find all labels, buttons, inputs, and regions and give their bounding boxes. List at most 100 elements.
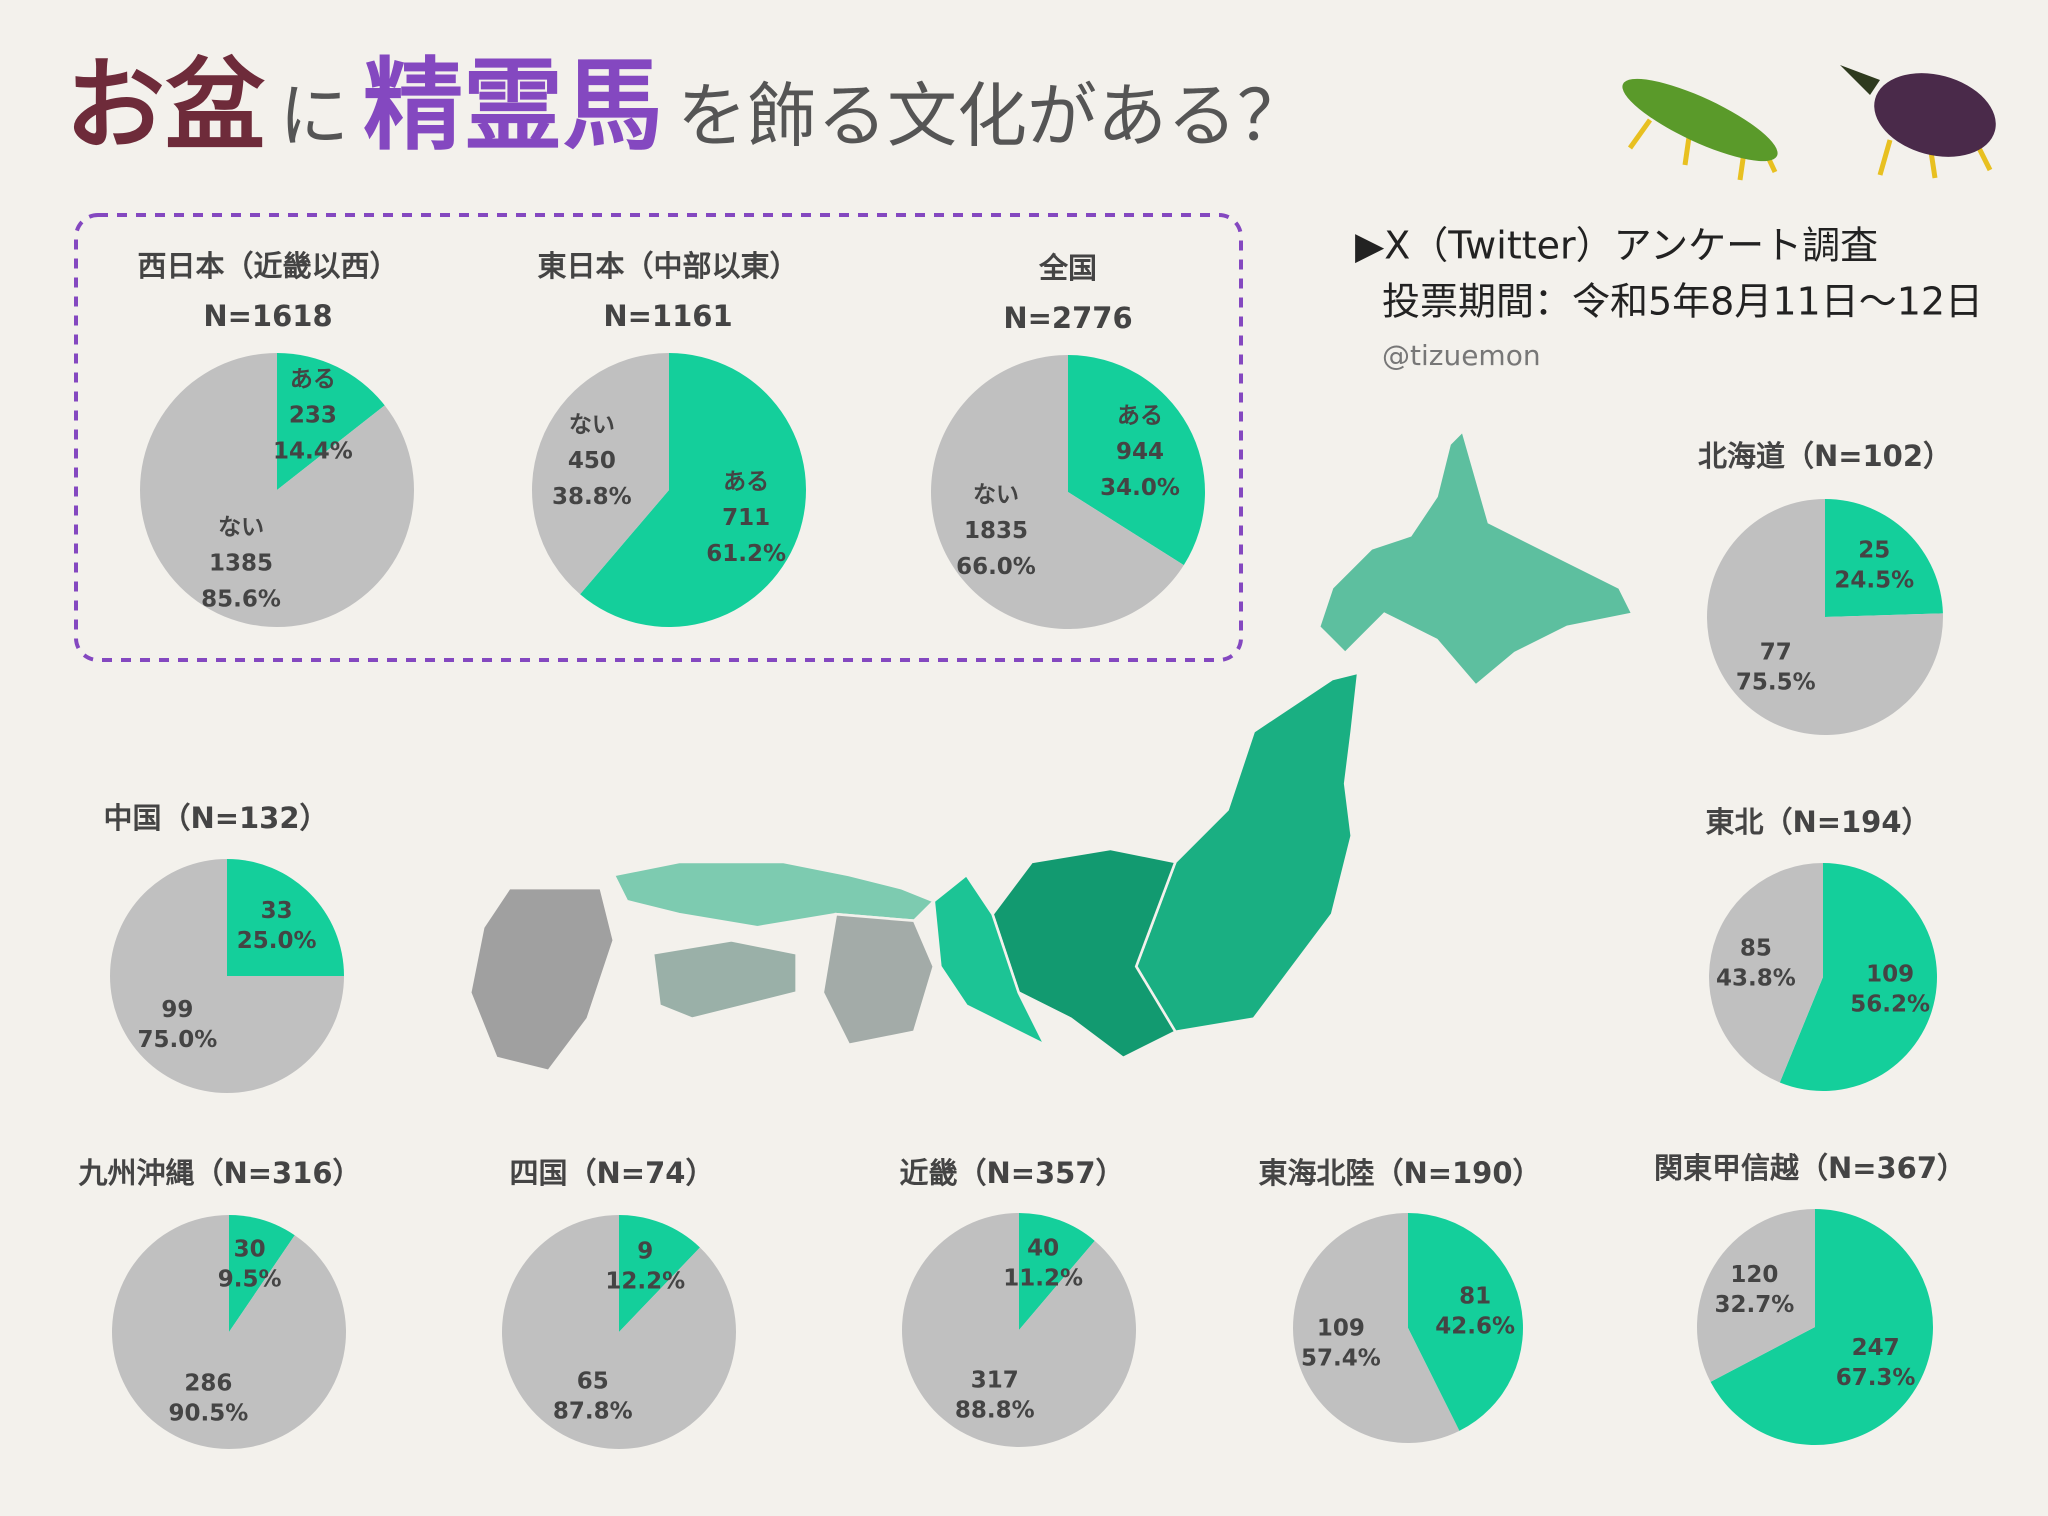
category-label: ある: [1117, 403, 1163, 429]
value-label: 99: [161, 997, 193, 1023]
value-label: 77: [1760, 639, 1792, 665]
pie-slice: [1292, 1213, 1460, 1443]
credit: @tizuemon: [1382, 339, 1541, 372]
pie-slice: [1697, 1209, 1815, 1382]
pie-title: 東日本（中部以東）: [537, 249, 798, 283]
value-label: 1835: [964, 518, 1028, 544]
eggplant-icon: [1840, 65, 1996, 179]
pie-slice: [931, 355, 1184, 629]
pie-slice: [229, 1215, 295, 1332]
percent-label: 42.6%: [1435, 1314, 1515, 1340]
cucumber-icon: [1622, 78, 1778, 181]
pie-slice: [1709, 863, 1823, 1083]
pie-title: 東北（N=194）: [1705, 805, 1930, 839]
value-label: 317: [971, 1367, 1019, 1393]
value-label: 25: [1858, 538, 1890, 564]
percent-label: 12.2%: [605, 1268, 685, 1294]
pie-slice: [531, 353, 669, 595]
percent-label: 11.2%: [1003, 1266, 1083, 1292]
value-label: 9: [637, 1238, 653, 1264]
value-label: 286: [184, 1371, 232, 1397]
pie-slice: [1779, 863, 1937, 1092]
pie-subtitle: N=1161: [603, 299, 732, 333]
value-label: 109: [1317, 1315, 1365, 1341]
value-label: 85: [1740, 935, 1772, 961]
value-label: 944: [1116, 439, 1164, 465]
percent-label: 38.8%: [552, 484, 632, 510]
category-label: ない: [973, 482, 1019, 508]
pie-title: 東海北陸（N=190）: [1258, 1156, 1541, 1190]
map-kinki-west: [821, 912, 936, 1047]
value-label: 450: [568, 448, 616, 474]
value-label: 711: [722, 505, 770, 531]
pie-title: 関東甲信越（N=367）: [1654, 1151, 1966, 1185]
pie-slice: [139, 352, 414, 627]
percent-label: 75.5%: [1736, 669, 1816, 695]
pie-slice: [1019, 1213, 1095, 1330]
title: お盆に精霊馬 を飾る文化がある？: [65, 47, 1307, 164]
percent-label: 14.4%: [273, 439, 353, 465]
value-label: 120: [1730, 1262, 1778, 1288]
pie-slice: [619, 1215, 700, 1332]
map-tohoku-kanto: [1134, 670, 1360, 1034]
pie-subtitle: N=1618: [203, 299, 332, 333]
percent-label: 88.8%: [955, 1397, 1035, 1423]
value-label: 1385: [209, 550, 273, 576]
map-hokkaido: [1317, 428, 1635, 688]
pie-slice: [502, 1215, 737, 1450]
percent-label: 24.5%: [1834, 568, 1914, 594]
percent-label: 85.6%: [201, 586, 281, 612]
percent-label: 56.2%: [1850, 992, 1930, 1018]
percent-label: 66.0%: [956, 554, 1036, 580]
pie-title: 西日本（近畿以西）: [137, 249, 398, 283]
percent-label: 75.0%: [137, 1027, 217, 1053]
value-label: 65: [577, 1369, 609, 1395]
value-label: 233: [289, 403, 337, 429]
title-part: に: [279, 75, 349, 157]
pie-slice: [1408, 1213, 1523, 1431]
period: 投票期間：令和5年8月11日～12日: [1382, 280, 1983, 324]
percent-label: 87.8%: [553, 1399, 633, 1425]
pie-title: 九州沖縄（N=316）: [78, 1156, 361, 1190]
map-kinki-east: [932, 873, 1048, 1048]
title-part: 精霊馬: [363, 47, 663, 164]
pie-slice: [1710, 1209, 1933, 1445]
pie-slice: [902, 1213, 1136, 1447]
pie-title: 近畿（N=357）: [899, 1156, 1124, 1190]
category-label: ある: [290, 367, 336, 393]
category-label: ある: [723, 469, 769, 495]
map-chubu: [991, 847, 1178, 1060]
pie-title: 北海道（N=102）: [1698, 439, 1952, 473]
japan-map: [468, 428, 1635, 1073]
percent-label: 9.5%: [218, 1266, 282, 1292]
pie-slice: [1707, 499, 1944, 735]
map-shikoku: [651, 938, 798, 1021]
source: ▶X（Twitter）アンケート調査: [1355, 224, 1878, 268]
percent-label: 90.5%: [168, 1401, 248, 1427]
pie-title: 中国（N=132）: [103, 801, 328, 835]
map-kyushu: [468, 886, 616, 1073]
pie-title: 全国: [1038, 251, 1097, 285]
pie-slice: [227, 859, 344, 976]
category-label: ない: [569, 412, 615, 438]
value-label: 109: [1866, 962, 1914, 988]
pie-slice: [111, 1215, 346, 1450]
map-chugoku: [611, 860, 937, 929]
percent-label: 67.3%: [1836, 1365, 1916, 1391]
value-label: 40: [1027, 1236, 1059, 1262]
pie-slice: [1068, 355, 1205, 566]
percent-label: 61.2%: [706, 541, 786, 567]
percent-label: 25.0%: [237, 928, 317, 954]
title-part: を飾る文化がある？: [677, 75, 1307, 157]
pie-title: 四国（N=74）: [510, 1156, 715, 1190]
value-label: 30: [234, 1236, 266, 1262]
pie-slice: [580, 353, 806, 627]
value-label: 33: [261, 898, 293, 924]
group-frame: [74, 213, 1243, 662]
title-part: お盆: [65, 47, 265, 164]
pie-slice: [277, 353, 385, 490]
pie-slice: [1825, 499, 1943, 617]
value-label: 247: [1852, 1335, 1900, 1361]
percent-label: 32.7%: [1715, 1292, 1795, 1318]
